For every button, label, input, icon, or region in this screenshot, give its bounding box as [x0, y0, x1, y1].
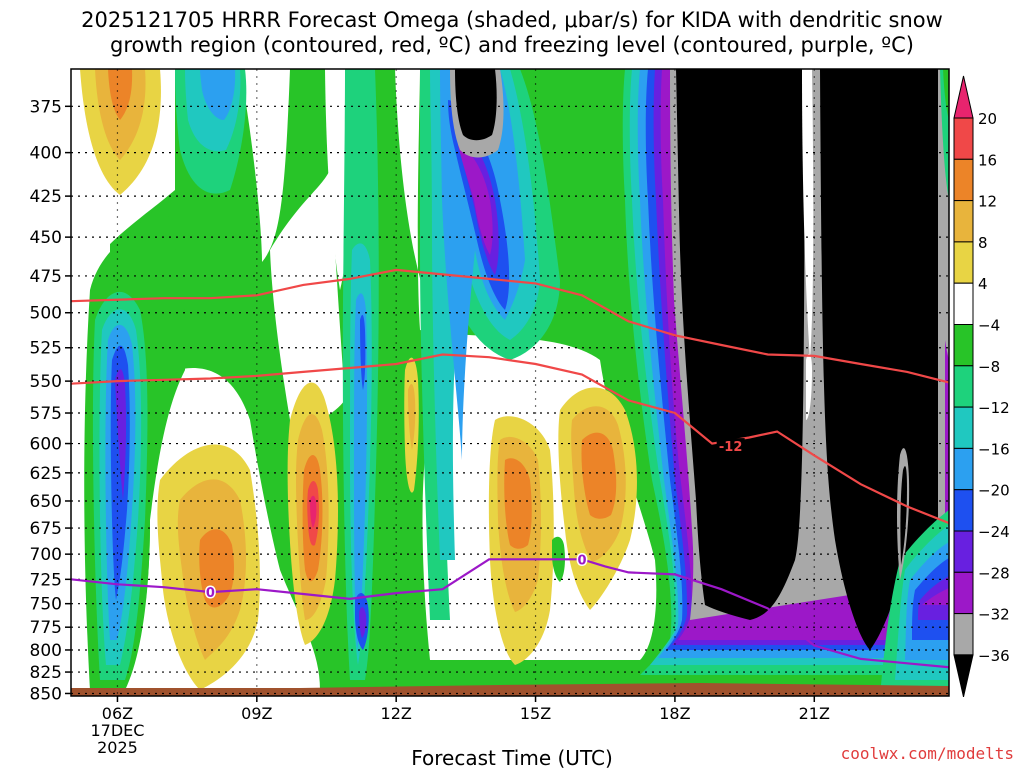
freezing-level-label: 0: [577, 553, 586, 568]
colorbar-box: [953, 117, 974, 160]
x-tick-label: 21Z: [799, 704, 830, 723]
omega-region-61: [802, 69, 814, 360]
colorbar-box: [953, 530, 974, 573]
y-tick-label: 375: [30, 97, 62, 117]
omega-region-70: [900, 466, 907, 565]
dendritic-contour-1: [71, 353, 949, 525]
omega-region-14: [115, 369, 127, 500]
colorbar-box: [953, 200, 974, 243]
x-tick-label: 12Z: [381, 704, 412, 723]
y-tick-label: 700: [30, 545, 62, 565]
colorbar-label: 4: [978, 275, 988, 293]
omega-region-68: [921, 588, 949, 605]
y-tick-label: 425: [30, 187, 62, 207]
y-tick-label: 650: [30, 492, 62, 512]
colorbar-label: −36: [978, 647, 1010, 665]
x-tick-label: 09Z: [241, 704, 272, 723]
colorbar-label: −8: [978, 358, 1000, 376]
colorbar-top-arrow: [953, 75, 974, 119]
omega-region-17: [108, 69, 133, 120]
colorbar-label: 20: [978, 110, 997, 128]
freezing-level-label: 0: [206, 586, 215, 601]
colorbar-bottom-arrow: [953, 654, 974, 698]
freezing-level-contour: [71, 558, 949, 669]
dendritic-contour-label: -12: [719, 440, 743, 455]
colorbar-box: [953, 158, 974, 202]
x-tick-label: 18Z: [659, 704, 690, 723]
x-tick-label: 06Z: [102, 704, 133, 723]
colorbar-label: −16: [978, 440, 1010, 458]
omega-region-44: [455, 69, 497, 141]
y-tick-label: 825: [30, 663, 62, 683]
colorbar-box: [953, 282, 974, 326]
colorbar-label: −20: [978, 482, 1010, 500]
credit-label: coolwx.com/modelts: [840, 744, 1014, 763]
colorbar-label: −4: [978, 317, 1000, 335]
x-date-label: 17DEC: [90, 721, 144, 740]
colorbar-label: −24: [978, 523, 1010, 541]
y-tick-label: 725: [30, 570, 62, 590]
colorbar-box: [953, 241, 974, 284]
omega-region-2: [190, 69, 290, 262]
omega-region-73: [943, 69, 949, 120]
omega-field: [71, 69, 949, 696]
y-tick-label: 525: [30, 339, 62, 359]
omega-region-62: [806, 354, 812, 420]
y-tick-label: 575: [30, 404, 62, 424]
colorbar-box: [953, 571, 974, 615]
colorbar-label: −28: [978, 564, 1010, 582]
omega-region-42: [458, 145, 493, 255]
omega-region-28: [310, 495, 317, 528]
colorbar-box: [953, 447, 974, 491]
y-tick-label: 750: [30, 595, 62, 615]
omega-region-36: [408, 384, 416, 450]
y-axis: 375 400 425 450 475 500 525 550 575 600 625 650 675 7…: [30, 97, 71, 704]
omega-region-50: [581, 432, 617, 519]
colorbar-box: [953, 324, 974, 367]
chart-title-line2: growth region (contoured, red, ºC) and f…: [110, 33, 914, 57]
y-tick-label: 625: [30, 464, 62, 484]
x-date-label: 2025: [97, 738, 138, 757]
y-tick-label: 850: [30, 684, 62, 704]
colorbar-box: [953, 489, 974, 532]
y-tick-label: 800: [30, 641, 62, 661]
omega-region-23: [199, 529, 234, 608]
y-tick-label: 775: [30, 618, 62, 638]
plot-frame: [70, 68, 950, 697]
colorbar-label: −32: [978, 606, 1010, 624]
y-tick-label: 600: [30, 435, 62, 455]
y-tick-label: 675: [30, 519, 62, 539]
omega-region-20: [200, 69, 236, 120]
y-tick-label: 475: [30, 267, 62, 287]
omega-region-32: [360, 314, 366, 390]
colorbar-label: 12: [978, 193, 997, 211]
colorbar-label: −12: [978, 399, 1010, 417]
y-tick-label: 550: [30, 372, 62, 392]
omega-region-34: [359, 607, 367, 638]
x-axis-label: Forecast Time (UTC): [411, 746, 613, 770]
omega-region-6: [270, 170, 345, 424]
y-tick-label: 450: [30, 228, 62, 248]
colorbar-box: [953, 406, 974, 449]
colorbar: 20 16 12 8 4 −4 −8 −12 −16 −20 −24 −28 −32 −36: [953, 75, 1010, 698]
contour-label-bg: [716, 438, 745, 455]
chart-title-line1: 2025121705 HRRR Forecast Omega (shaded, …: [81, 8, 943, 32]
y-tick-label: 500: [30, 304, 62, 324]
omega-region-47: [504, 458, 532, 549]
colorbar-label: 16: [978, 151, 997, 169]
contours: -12 0 0: [71, 268, 949, 669]
dendritic-contour-0: [71, 268, 949, 384]
x-tick-label: 15Z: [520, 704, 551, 723]
colorbar-label: 8: [978, 234, 988, 252]
terrain-strip: [71, 683, 949, 696]
colorbar-box: [953, 613, 974, 656]
colorbar-box: [953, 365, 974, 408]
y-tick-label: 400: [30, 144, 62, 164]
omega-region-60: [676, 69, 938, 650]
